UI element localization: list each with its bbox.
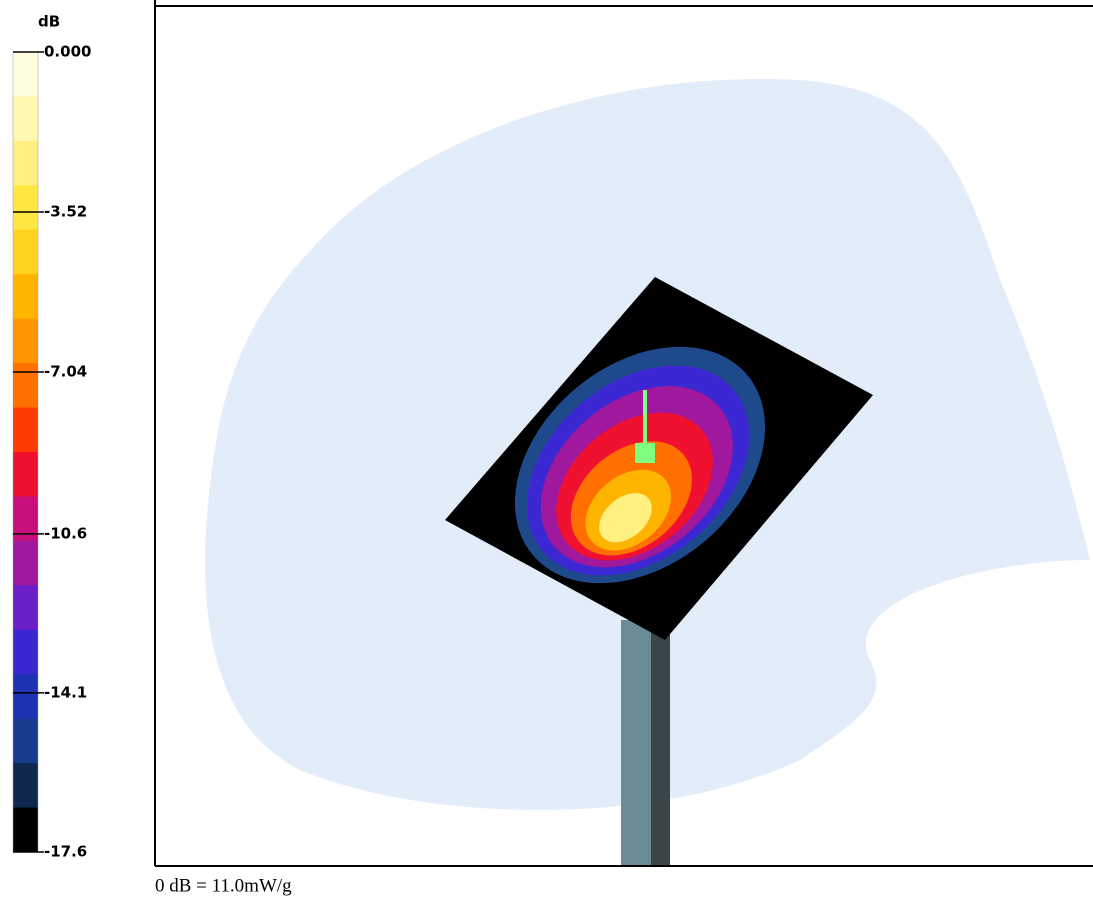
pole-shade: [651, 620, 670, 865]
scene: [205, 79, 1090, 865]
colorbar-band: [13, 185, 38, 231]
colorbar-band: [13, 718, 38, 764]
colorbar-band: [13, 763, 38, 809]
colorbar-band: [13, 318, 38, 364]
colorbar-band: [13, 52, 38, 97]
note: 0 dB = 11.0mW/g: [155, 875, 292, 896]
peak-marker: [635, 443, 655, 463]
colorbar-tick-label: -17.6: [44, 843, 87, 861]
colorbar-band: [13, 274, 38, 320]
colorbar-tick-label: -14.1: [44, 683, 87, 701]
colorbar-band: [13, 629, 38, 675]
colorbar-tick-label: -10.6: [44, 524, 87, 542]
colorbar-title: dB: [38, 13, 60, 31]
colorbar-tick-label: 0.000: [44, 43, 91, 61]
colorbar-band: [13, 674, 38, 720]
colorbar-band: [13, 363, 38, 409]
colorbar-band: [13, 229, 38, 275]
colorbar-band: [13, 540, 38, 586]
colorbar-tick-label: -7.04: [44, 363, 87, 381]
colorbar-band: [13, 407, 38, 453]
colorbar-band: [13, 452, 38, 497]
colorbar-band: [13, 140, 38, 186]
colorbar-band: [13, 585, 38, 631]
pole: [621, 620, 651, 865]
colorbar-band: [13, 807, 38, 853]
frame: [154, 0, 1093, 867]
sar-distribution: [514, 346, 766, 584]
colorbar-band: [13, 96, 38, 142]
colorbar-band: [13, 496, 38, 542]
colorbar-tick-label: -3.52: [44, 203, 87, 221]
